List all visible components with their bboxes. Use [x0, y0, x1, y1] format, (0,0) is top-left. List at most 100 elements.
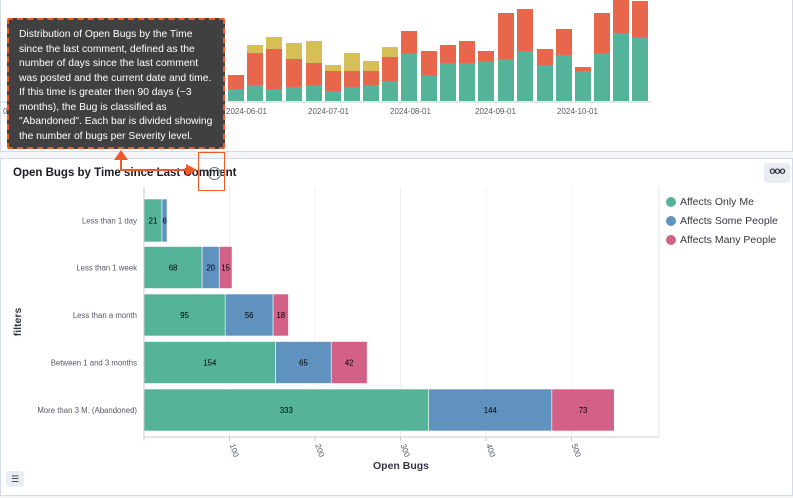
- top-bar-segment: [306, 41, 322, 63]
- top-bar-segment: [401, 31, 417, 53]
- category-label: Less than 1 day: [82, 217, 137, 226]
- open-bugs-by-time-panel: Open Bugs by Time since Last Comment i o…: [0, 158, 793, 496]
- x-axis-title: Open Bugs: [373, 460, 429, 472]
- top-bar-segment: [325, 91, 341, 101]
- bar-data-label: 73: [579, 406, 588, 415]
- bar-segment: [272, 293, 289, 337]
- top-bar-segment: [498, 13, 514, 59]
- top-bar-segment: [266, 89, 282, 101]
- top-bar-segment: [344, 87, 360, 101]
- x-tick-label: 100: [228, 443, 241, 459]
- bar-segment: [330, 341, 368, 384]
- top-bar-segment: [228, 89, 244, 101]
- bar-segment: [143, 388, 430, 432]
- top-bar-segment: [363, 85, 379, 101]
- top-bar-segment: [382, 47, 398, 57]
- bar-data-label: 42: [345, 359, 354, 368]
- top-bar-segment: [459, 41, 475, 63]
- bar-segment: [143, 341, 276, 384]
- bar-data-label: 21: [149, 217, 158, 226]
- top-bar-segment: [421, 75, 437, 101]
- top-bar-segment: [382, 81, 398, 101]
- ellipsis-icon: ooo: [769, 166, 785, 177]
- bar-segment: [143, 246, 203, 289]
- top-bar-segment: [537, 65, 553, 101]
- top-bar-segment: [306, 63, 322, 85]
- x-tick-label: 400: [484, 443, 497, 459]
- list-icon: ☰: [10, 474, 20, 484]
- x-tick-label: 2024-07-01: [308, 107, 349, 116]
- time-series-chart: 01 2024-06-01 2024-07-01 2024-08-01 2024…: [1, 0, 651, 116]
- top-bar-segment: [556, 55, 572, 101]
- top-bar-segment: [594, 13, 610, 53]
- bar-data-label: 144: [484, 406, 498, 415]
- top-bar-segment: [247, 85, 263, 101]
- top-bar-segment: [440, 63, 456, 101]
- top-bar-segment: [325, 71, 341, 91]
- info-icon-highlight: [198, 152, 225, 191]
- top-bar-segment: [382, 57, 398, 81]
- legend-label: Affects Many People: [680, 234, 777, 246]
- panel-options-button[interactable]: ooo: [764, 163, 790, 183]
- top-bar-segment: [517, 9, 533, 51]
- category-label: Between 1 and 3 months: [51, 359, 137, 368]
- bar-data-label: 154: [203, 359, 217, 368]
- bar-data-label: 56: [245, 311, 254, 320]
- x-tick-label: 2024-08-01: [390, 107, 431, 116]
- top-bar-segment: [363, 71, 379, 85]
- bar-data-label: 65: [299, 359, 308, 368]
- bar-segment: [218, 246, 233, 289]
- open-bugs-chart: 21 6 68 20 15 95 56 18 154 65 42 333 144 73 Less than…: [12, 187, 660, 472]
- top-bar-segment: [459, 63, 475, 101]
- top-bar-segment: [478, 51, 494, 61]
- top-bar-segment: [440, 45, 456, 63]
- top-bar-segment: [517, 51, 533, 101]
- x-tick-label: 2024-09-01: [475, 107, 516, 116]
- bar-data-label: 95: [180, 311, 189, 320]
- x-tick-label: 200: [313, 443, 326, 459]
- category-label: More than 3 M. (Abandoned): [37, 406, 137, 415]
- top-bar-segment: [632, 37, 648, 101]
- top-bar-segment: [363, 61, 379, 71]
- bar-data-label: 6: [162, 217, 166, 226]
- bar-data-label: 333: [280, 406, 293, 415]
- legend-label: Affects Some People: [680, 215, 778, 227]
- y-axis-title: filters: [12, 308, 24, 337]
- legend-dot: [666, 235, 676, 245]
- legend-dot: [666, 216, 676, 226]
- x-tick-label: 2024-06-01: [226, 107, 267, 116]
- legend-toggle-button[interactable]: ☰: [6, 471, 24, 487]
- tooltip-text: Distribution of Open Bugs by the Time si…: [19, 29, 213, 142]
- top-bar-segment: [344, 71, 360, 87]
- info-icon[interactable]: i: [208, 167, 221, 180]
- bar-data-label: 20: [206, 264, 215, 273]
- top-bar-segment: [575, 71, 591, 101]
- top-bar-segment: [537, 49, 553, 65]
- bar-segment: [161, 198, 168, 243]
- top-bar-segment: [478, 61, 494, 101]
- x-tick-label: 300: [399, 443, 412, 459]
- legend-dot: [666, 197, 676, 207]
- bar-data-label: 15: [221, 264, 230, 273]
- top-bar-segment: [344, 53, 360, 71]
- top-bar-segment: [325, 65, 341, 71]
- bar-data-label: 68: [169, 264, 178, 273]
- top-bar-segment: [286, 59, 302, 87]
- x-tick-label: 500: [570, 443, 583, 459]
- top-bar-segment: [228, 75, 244, 89]
- top-bar-segment: [613, 33, 629, 101]
- top-bar-segment: [632, 1, 648, 37]
- category-label: Less than a month: [73, 311, 137, 320]
- top-bar-segment: [286, 43, 302, 59]
- bar-segment: [551, 388, 615, 432]
- top-bar-segment: [266, 49, 282, 89]
- top-bar-segment: [613, 0, 629, 33]
- x-tick-label: 2024-10-01: [557, 107, 598, 116]
- top-bar-segment: [401, 53, 417, 101]
- bar-segment: [143, 293, 226, 337]
- bar-segment: [428, 388, 553, 432]
- top-bar-segment: [594, 53, 610, 101]
- top-bar-segment: [421, 51, 437, 75]
- bar-data-label: 18: [276, 311, 285, 320]
- bar-segment: [224, 293, 274, 337]
